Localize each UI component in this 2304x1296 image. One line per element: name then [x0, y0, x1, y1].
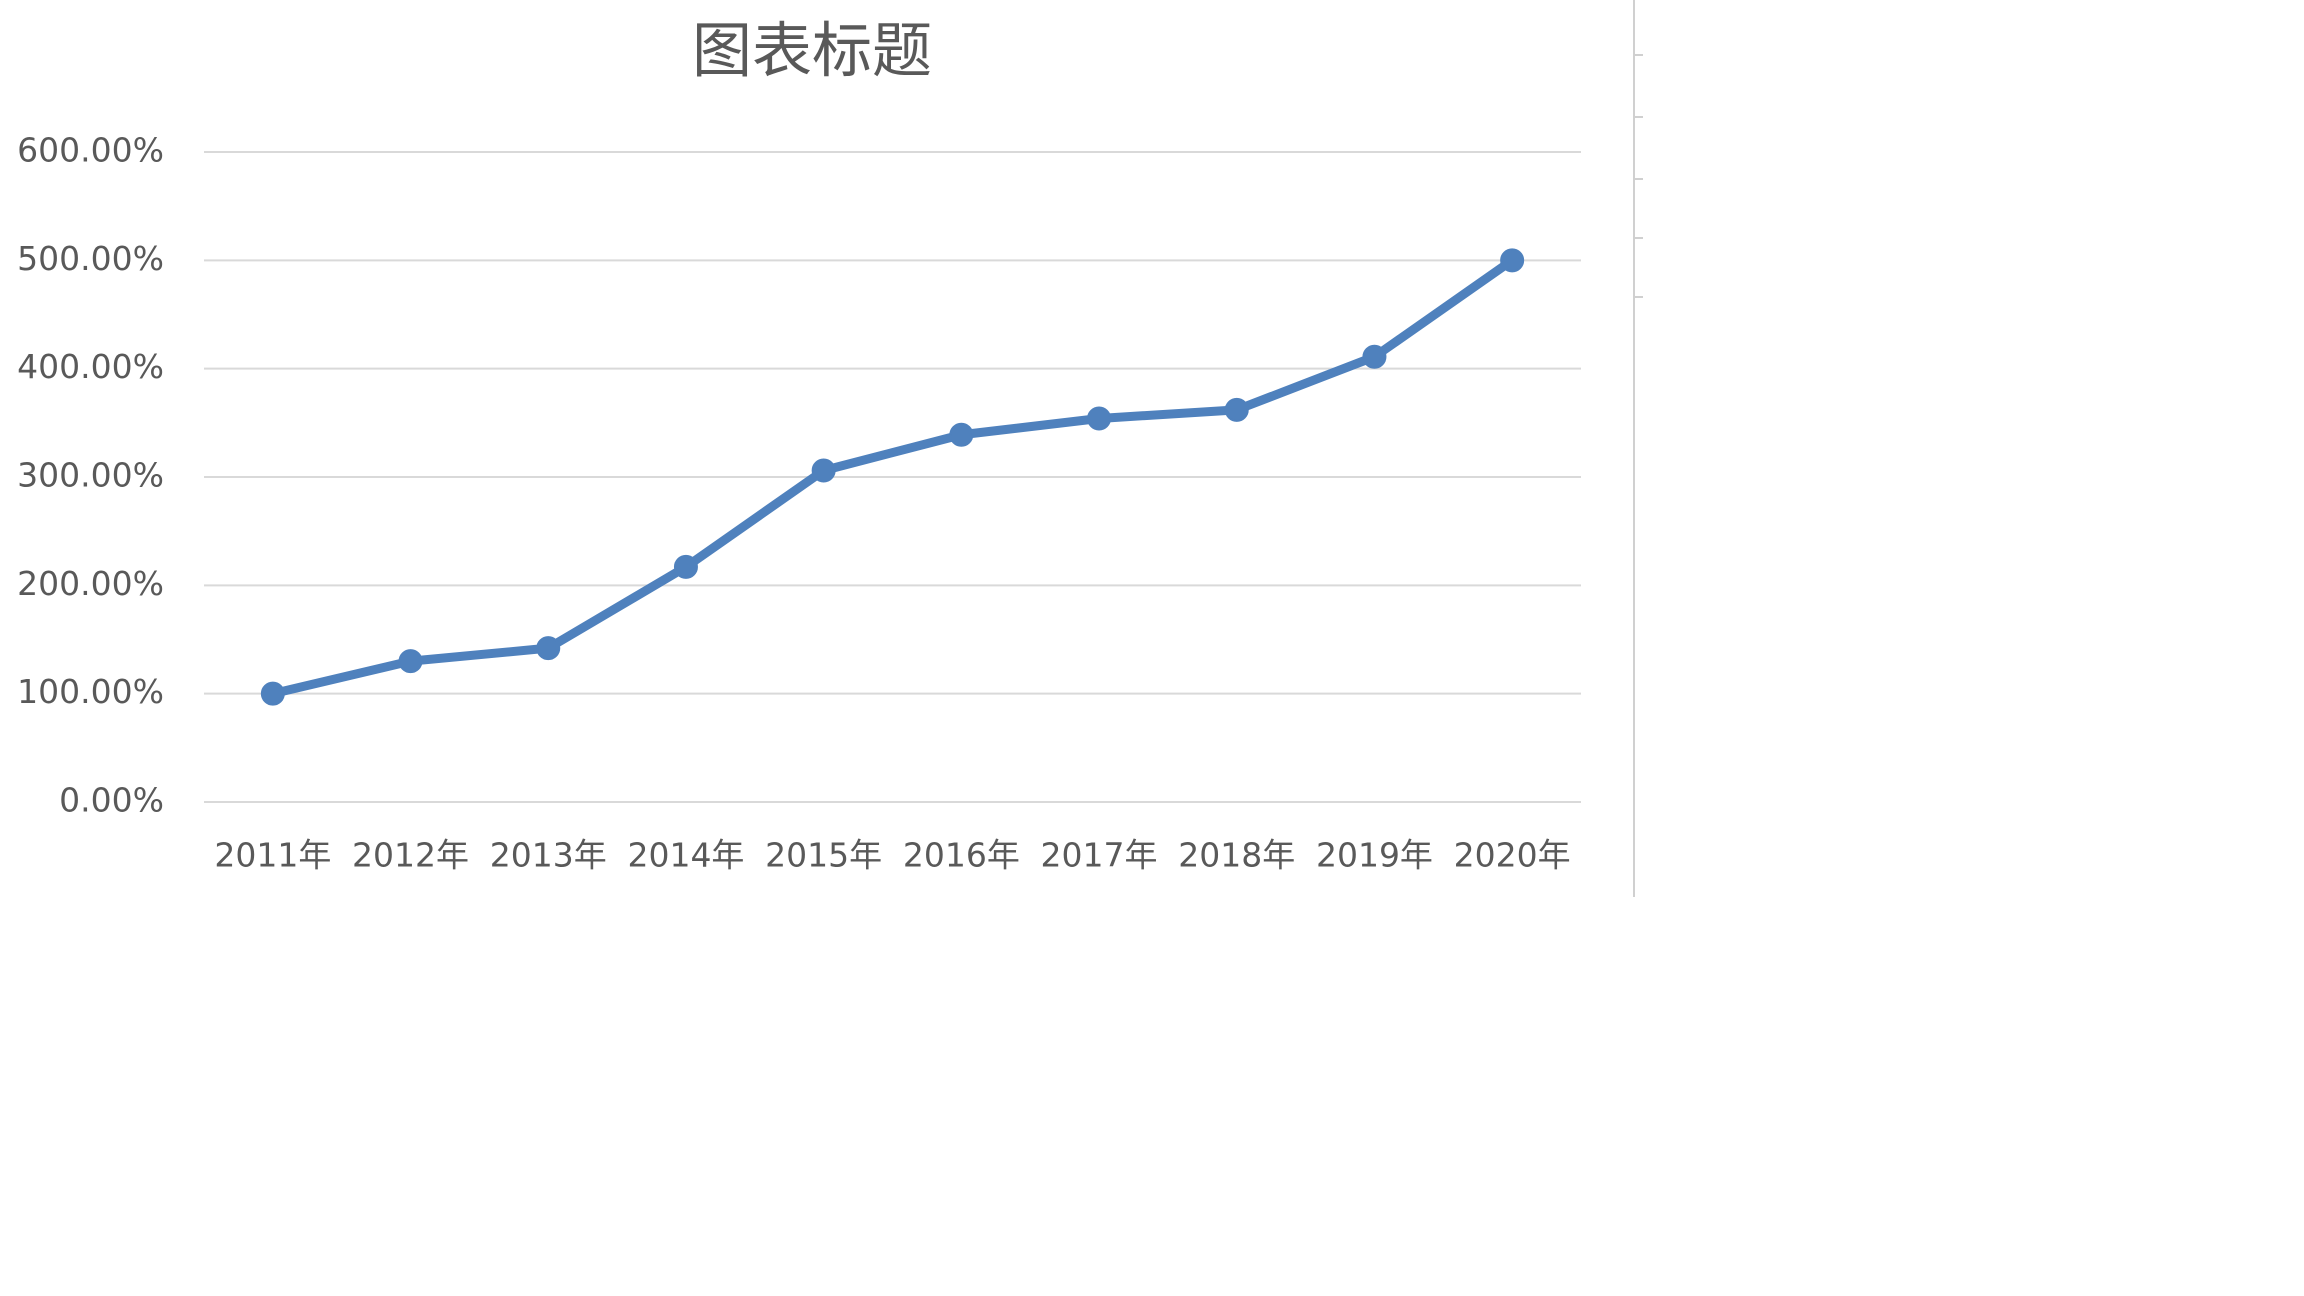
- marker: [1500, 248, 1525, 273]
- y-tick-label: 0.00%: [59, 781, 164, 820]
- marker: [949, 422, 974, 447]
- marker: [673, 554, 698, 579]
- marker: [1224, 397, 1249, 422]
- x-tick-label: 2014年: [627, 836, 744, 875]
- y-tick-label: 200.00%: [17, 564, 164, 603]
- marker: [536, 636, 561, 661]
- x-tick-label: 2016年: [903, 836, 1020, 875]
- x-tick-label: 2019年: [1316, 836, 1433, 875]
- y-tick-label: 100.00%: [17, 672, 164, 711]
- marker: [398, 649, 423, 674]
- marker: [1362, 344, 1387, 369]
- x-tick-label: 2011年: [214, 836, 331, 875]
- x-tick-label: 2018年: [1178, 836, 1295, 875]
- line: [268, 255, 1517, 699]
- marker: [260, 681, 285, 706]
- x-tick-label: 2017年: [1041, 836, 1158, 875]
- y-tick-label: 600.00%: [17, 131, 164, 170]
- chart-title: 图表标题: [692, 17, 932, 87]
- x-tick-label: 2013年: [490, 836, 607, 875]
- x-tick-label: 2020年: [1454, 836, 1571, 875]
- marker: [811, 458, 836, 483]
- plot: [260, 248, 1525, 706]
- marker: [1087, 406, 1112, 431]
- x-tick-label: 2012年: [352, 836, 469, 875]
- grid: 0.00% 100.00% 200.00% 300.00% 400.00% 500.00%…: [17, 131, 1581, 875]
- y-tick-label: 500.00%: [17, 239, 164, 278]
- x-tick-label: 2015年: [765, 836, 882, 875]
- y-tick-label: 300.00%: [17, 456, 164, 495]
- y-tick-label: 400.00%: [17, 347, 164, 386]
